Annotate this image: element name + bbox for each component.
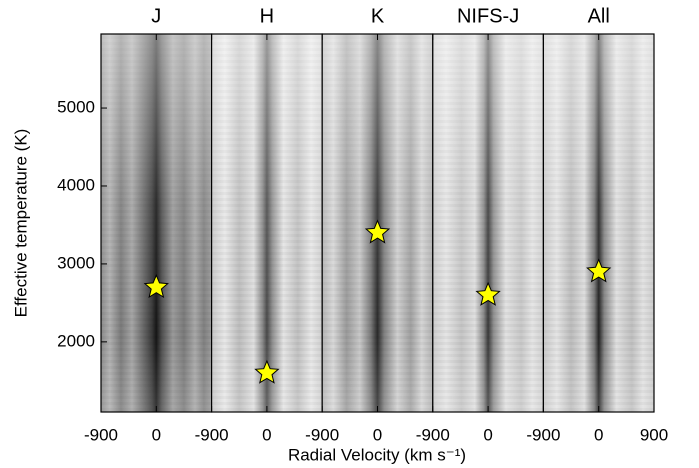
- x-tick-label: -900: [195, 425, 229, 444]
- heatmap-fade: [432, 34, 544, 412]
- star-marker: [143, 274, 169, 299]
- y-tick-label: 2000: [57, 331, 95, 350]
- y-tick-label: 3000: [57, 253, 95, 272]
- x-tick-label: -900: [305, 425, 339, 444]
- heatmap-fade: [101, 34, 212, 412]
- panel-title: J: [151, 5, 161, 27]
- star-marker: [475, 281, 501, 306]
- x-tick-label: 0: [594, 425, 603, 444]
- x-tick-label: -900: [84, 425, 118, 444]
- x-tick-label: 0: [152, 425, 161, 444]
- star-marker: [254, 359, 280, 384]
- heatmap-fade: [211, 34, 323, 412]
- panel-title: All: [588, 5, 610, 27]
- panel-title: K: [371, 5, 385, 27]
- y-tick-label: 4000: [57, 175, 95, 194]
- x-tick-label: 0: [262, 425, 271, 444]
- y-tick-label: 5000: [57, 98, 95, 117]
- x-tick-label: -900: [526, 425, 560, 444]
- x-tick-label: 0: [483, 425, 492, 444]
- x-tick-label: -900: [416, 425, 450, 444]
- y-axis-label: Effective temperature (K): [11, 129, 30, 318]
- star-marker: [586, 258, 612, 283]
- panel-title: NIFS-J: [457, 5, 519, 27]
- x-tick-label: 900: [640, 425, 668, 444]
- heatmap-fade: [543, 34, 654, 412]
- x-axis-label: Radial Velocity (km s⁻¹): [288, 445, 466, 464]
- star-marker: [364, 219, 391, 244]
- panel-title: H: [260, 5, 274, 27]
- x-tick-label: 0: [373, 425, 382, 444]
